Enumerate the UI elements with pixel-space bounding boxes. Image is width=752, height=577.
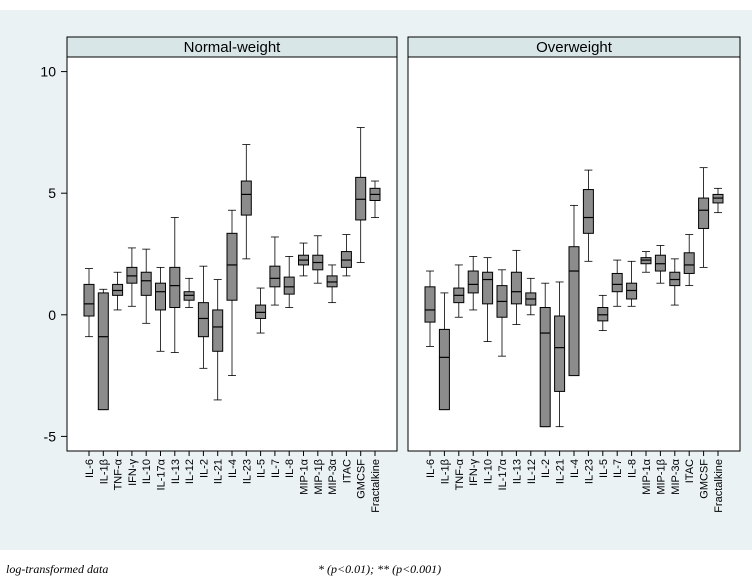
x-tick-label: IL-21 xyxy=(555,459,567,484)
x-tick-label: IL-4 xyxy=(569,459,581,478)
x-tick-label: IL-12 xyxy=(184,459,196,484)
box xyxy=(669,271,681,287)
x-tick-label: IL-13 xyxy=(170,459,182,484)
box xyxy=(683,252,695,274)
x-tick-label: TNF-α xyxy=(454,458,466,490)
box xyxy=(438,328,450,411)
box xyxy=(240,180,252,216)
x-tick-label: IL-2 xyxy=(540,459,552,478)
x-tick-label: Fractalkine xyxy=(713,459,725,513)
box xyxy=(568,246,580,377)
footnote-significance: * (p<0.01); ** (p<0.001) xyxy=(318,562,442,576)
x-tick-label: IL-21 xyxy=(213,459,225,484)
x-tick-label: IL-1β xyxy=(98,459,110,484)
x-tick-label: IL-4 xyxy=(227,459,239,478)
x-tick-label: IL-6 xyxy=(84,459,96,478)
box xyxy=(626,282,638,300)
box xyxy=(654,254,666,272)
box xyxy=(283,276,295,295)
box xyxy=(255,304,267,319)
x-tick-label: MIP-3α xyxy=(327,458,339,494)
footnote-left: log-transformed data xyxy=(6,562,109,576)
y-tick-label: 0 xyxy=(48,307,56,323)
box xyxy=(582,189,594,234)
box xyxy=(197,302,209,338)
x-tick-label: IL-6 xyxy=(425,459,437,478)
x-tick-label: IL-10 xyxy=(141,459,153,484)
panel-title: Normal-weight xyxy=(184,39,282,56)
box xyxy=(97,292,109,411)
box xyxy=(510,271,522,305)
x-tick-label: IL-2 xyxy=(198,459,210,478)
box xyxy=(112,283,124,296)
x-tick-label: IL-1β xyxy=(439,459,451,484)
x-tick-label: ITAC xyxy=(684,459,696,483)
box xyxy=(712,193,724,204)
x-tick-label: IL-5 xyxy=(256,459,268,478)
x-tick-label: GMCSF xyxy=(699,459,711,499)
x-tick-label: GMCSF xyxy=(356,459,368,499)
box xyxy=(326,275,338,288)
y-tick-label: 5 xyxy=(48,185,56,201)
x-tick-label: IL-23 xyxy=(583,459,595,484)
x-tick-label: IL-7 xyxy=(612,459,624,478)
box xyxy=(554,315,566,392)
y-tick-label: -5 xyxy=(44,428,57,444)
box xyxy=(597,307,609,322)
box xyxy=(698,197,710,229)
box xyxy=(539,307,551,428)
box xyxy=(640,257,652,265)
box xyxy=(467,270,479,294)
x-tick-label: MIP-3α xyxy=(670,458,682,494)
box xyxy=(126,266,138,284)
box xyxy=(424,286,436,323)
box xyxy=(226,232,238,301)
x-tick-label: Fractalkine xyxy=(370,459,382,513)
box xyxy=(212,309,224,352)
box xyxy=(340,251,352,268)
x-tick-label: IL-8 xyxy=(284,459,296,478)
x-tick-label: MIP-1β xyxy=(313,459,325,495)
x-tick-label: IL-17α xyxy=(497,458,509,490)
x-tick-label: MIP-1α xyxy=(641,458,653,494)
x-tick-label: IL-10 xyxy=(483,459,495,484)
box xyxy=(355,176,367,221)
x-tick-label: MIP-1β xyxy=(655,459,667,495)
x-tick-label: IL-23 xyxy=(241,459,253,484)
y-tick-label: 10 xyxy=(40,64,56,80)
box xyxy=(183,291,195,301)
box xyxy=(83,283,95,317)
box xyxy=(611,272,623,293)
x-tick-label: IL-17α xyxy=(156,458,168,490)
x-tick-label: IL-13 xyxy=(511,459,523,484)
panel-title: Overweight xyxy=(536,39,613,56)
box xyxy=(269,265,281,288)
x-tick-label: IL-8 xyxy=(627,459,639,478)
x-tick-label: IFN-γ xyxy=(468,459,480,486)
x-tick-label: IL-5 xyxy=(598,459,610,478)
box xyxy=(140,271,152,296)
box xyxy=(155,282,166,311)
box xyxy=(482,271,494,305)
x-tick-label: ITAC xyxy=(341,459,353,483)
x-tick-label: TNF-α xyxy=(113,458,125,490)
x-tick-label: MIP-1α xyxy=(299,458,311,494)
x-tick-label: IL-7 xyxy=(270,459,282,478)
x-tick-label: IFN-γ xyxy=(127,459,139,486)
x-tick-label: IL-12 xyxy=(526,459,538,484)
box xyxy=(169,266,181,309)
